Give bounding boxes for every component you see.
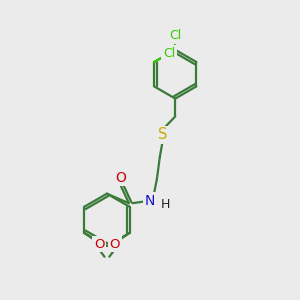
Text: Cl: Cl (169, 29, 182, 42)
Text: O: O (110, 238, 120, 251)
Text: N: N (145, 194, 155, 208)
Text: O: O (115, 171, 126, 184)
Text: H: H (161, 198, 170, 211)
Text: O: O (94, 238, 104, 251)
Text: Cl: Cl (163, 46, 175, 60)
Text: S: S (158, 127, 167, 142)
